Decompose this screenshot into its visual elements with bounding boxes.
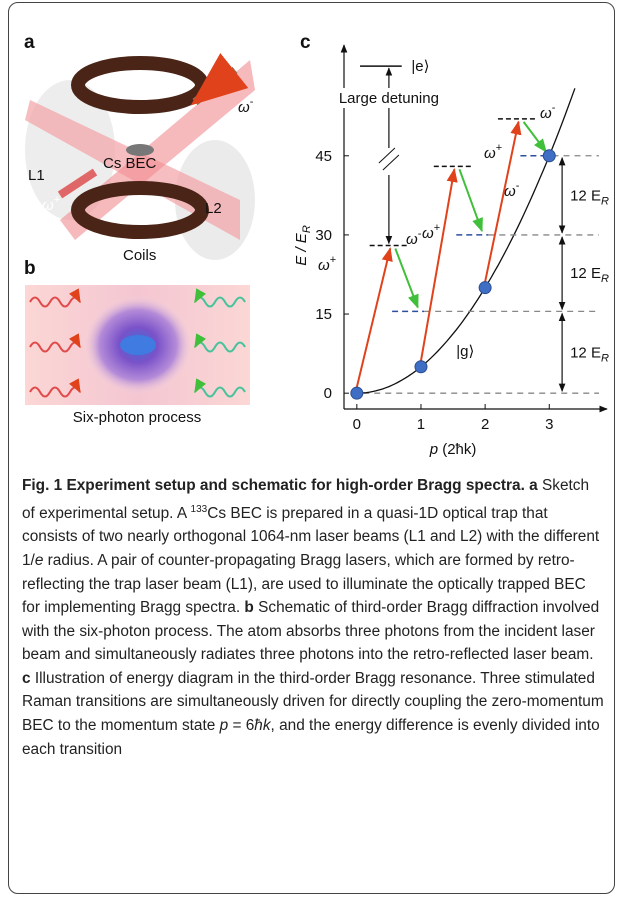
x-tick-label: 3 xyxy=(545,416,553,433)
omega-plus-label: ω+ xyxy=(42,194,60,214)
omega: ω xyxy=(238,99,250,116)
omega-label: ω- xyxy=(406,228,422,248)
spacing-label: 12 ER xyxy=(570,344,609,364)
sign: - xyxy=(516,180,520,192)
spacing-label: 12 ER xyxy=(570,265,609,285)
panel-caption: Six-photon process xyxy=(73,409,201,426)
spacing-main: 12 E xyxy=(570,265,601,282)
omega: ω xyxy=(406,231,418,248)
sign: + xyxy=(434,222,440,234)
omega: ω xyxy=(504,183,516,200)
emission-arrow xyxy=(522,121,547,153)
y-label-sub: R xyxy=(301,225,313,233)
x-label-p: p xyxy=(429,441,438,458)
setup-illustration xyxy=(25,53,255,260)
caption-italic: ħk xyxy=(254,717,271,735)
momentum-state xyxy=(478,281,492,295)
y-axis-label: E / ER xyxy=(293,225,313,266)
beam-label: L2 xyxy=(205,200,222,217)
caption-bold: Fig. 1 Experiment setup and schematic fo… xyxy=(22,477,538,494)
excited-label: |e⟩ xyxy=(411,58,429,75)
omega-label: ω+ xyxy=(422,222,440,242)
momentum-state xyxy=(350,386,364,400)
omega-minus-label: ω- xyxy=(238,96,254,116)
caption-text: Cs BEC is prepared in a quasi-1D optical… xyxy=(22,504,600,569)
absorption-arrow xyxy=(484,120,522,282)
caption-text: Schematic of third-order Bragg diffracti… xyxy=(22,599,600,664)
break-mark xyxy=(382,154,400,171)
omega-label: ω- xyxy=(540,102,556,122)
ground-label: |g⟩ xyxy=(456,343,474,360)
omega: ω xyxy=(42,197,54,214)
caption-bold: b xyxy=(244,599,254,617)
x-label-rest: (2ħk) xyxy=(438,441,476,458)
omega: ω xyxy=(484,145,496,162)
coils-label: Coils xyxy=(123,247,156,264)
sign: + xyxy=(330,254,336,266)
omega: ω xyxy=(318,257,330,274)
dispersion-curve xyxy=(356,88,576,394)
caption-bold: c xyxy=(22,669,31,687)
sign: + xyxy=(54,194,60,206)
detuning-label: Large detuning xyxy=(339,90,439,107)
spacing-main: 12 E xyxy=(570,344,601,361)
omega: ω xyxy=(422,225,434,242)
absorption-arrow xyxy=(419,167,458,361)
caption-text: Illustration of energy diagram in the th… xyxy=(22,669,604,735)
y-tick-label: 30 xyxy=(315,227,332,244)
caption-text: , and the energy difference is evenly di… xyxy=(22,717,600,758)
caption-italic: p xyxy=(219,717,229,735)
y-label-main: E / E xyxy=(293,232,310,266)
label-bg xyxy=(328,88,449,108)
spacing-sub: R xyxy=(601,273,609,285)
emission-arrow xyxy=(394,248,419,309)
y-tick-label: 45 xyxy=(315,148,332,165)
absorption-arrow xyxy=(355,247,393,388)
x-tick-label: 2 xyxy=(481,416,489,433)
omega-label: ω- xyxy=(504,180,520,200)
panel-label: a xyxy=(24,32,35,53)
panel-label: b xyxy=(24,258,36,279)
panel-label: c xyxy=(300,32,311,53)
emission-arrow xyxy=(458,168,483,233)
spacing-sub: R xyxy=(601,352,609,364)
figure: a ω- ω+ L1 L2 Cs BEC Coils b Six-photon … xyxy=(24,32,609,458)
omega-label: ω+ xyxy=(484,142,502,162)
omega-label: ω+ xyxy=(318,254,336,274)
x-axis-label: p (2ħk) xyxy=(429,441,477,458)
momentum-state xyxy=(542,149,556,163)
caption-text: radius. A pair of counter-propagating Br… xyxy=(22,551,586,617)
x-tick-label: 0 xyxy=(353,416,361,433)
sign: - xyxy=(552,102,556,114)
bec-label: Cs BEC xyxy=(103,155,157,172)
beam-label: L1 xyxy=(28,167,45,184)
break-mark xyxy=(378,147,396,164)
caption-text: = 6 xyxy=(228,717,255,735)
spacing-label: 12 ER xyxy=(570,187,609,207)
spacing-main: 12 E xyxy=(570,187,601,204)
six-photon-illustration xyxy=(25,285,250,405)
caption-sup: 133 xyxy=(190,503,208,515)
figure-caption: Fig. 1 Experiment setup and schematic fo… xyxy=(22,474,606,761)
figure-frame xyxy=(8,2,615,894)
caption-italic: e xyxy=(34,551,44,569)
x-tick-label: 1 xyxy=(417,416,425,433)
y-tick-label: 0 xyxy=(324,385,332,402)
y-tick-label: 15 xyxy=(315,306,332,323)
spacing-sub: R xyxy=(601,195,609,207)
caption-text: Sketch of experimental setup. A xyxy=(22,477,590,522)
omega: ω xyxy=(540,105,552,122)
sign: + xyxy=(496,142,502,154)
momentum-state xyxy=(414,360,428,374)
sign: - xyxy=(250,96,254,108)
sign: - xyxy=(418,228,422,240)
